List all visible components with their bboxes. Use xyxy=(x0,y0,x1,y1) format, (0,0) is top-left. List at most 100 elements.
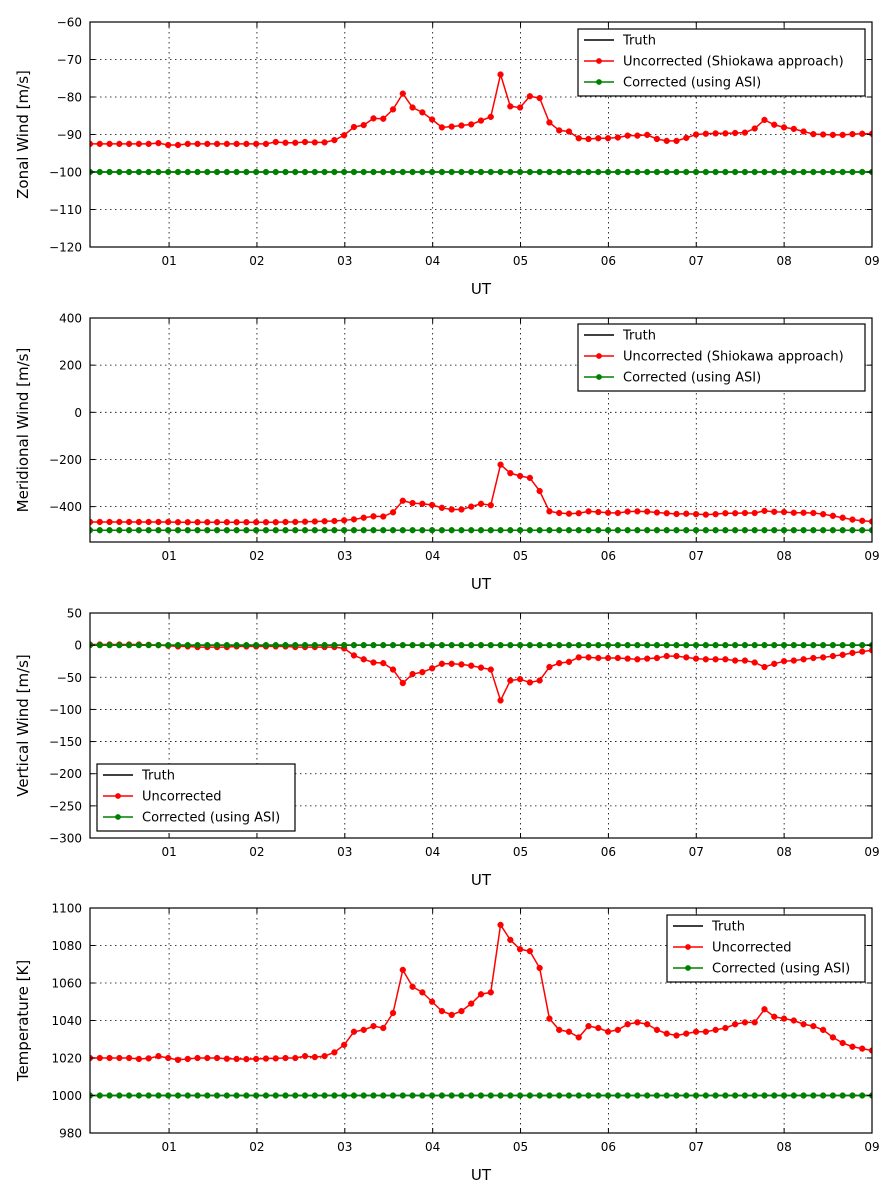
data-point xyxy=(204,519,211,526)
data-point xyxy=(360,641,367,649)
data-point xyxy=(165,641,172,649)
data-point xyxy=(90,527,94,534)
y-tick-label: 980 xyxy=(59,1127,82,1141)
data-point xyxy=(184,140,191,148)
x-tick-label: 04 xyxy=(425,845,440,859)
legend-frame xyxy=(577,323,866,392)
data-point xyxy=(585,168,592,176)
data-point xyxy=(438,641,446,649)
data-point xyxy=(751,168,758,176)
data-point xyxy=(380,1024,387,1032)
data-point xyxy=(370,513,377,520)
data-point xyxy=(116,1054,123,1062)
data-point xyxy=(184,519,191,526)
data-point xyxy=(419,109,426,116)
data-point xyxy=(761,641,768,649)
data-point xyxy=(585,135,592,143)
data-point xyxy=(692,527,700,534)
data-point xyxy=(350,641,358,649)
data-point xyxy=(399,641,406,649)
data-point xyxy=(644,131,651,139)
legend-marker xyxy=(596,353,602,359)
series-uncorrected-shiokawa-approach- xyxy=(90,461,872,526)
data-point xyxy=(780,508,788,516)
x-tick-label: 04 xyxy=(425,254,440,268)
data-point xyxy=(702,1028,709,1035)
data-point xyxy=(419,668,426,676)
data-point xyxy=(761,168,768,176)
data-point xyxy=(282,1054,289,1062)
data-point xyxy=(262,641,270,649)
data-point xyxy=(722,168,729,176)
data-point xyxy=(174,1056,182,1064)
data-point xyxy=(311,168,318,176)
data-point xyxy=(800,128,807,135)
data-point xyxy=(487,1092,494,1099)
data-point xyxy=(341,517,348,524)
data-point xyxy=(741,1092,749,1099)
data-point xyxy=(438,504,446,511)
data-point xyxy=(810,641,817,649)
data-point xyxy=(771,508,778,515)
data-point xyxy=(829,168,837,176)
data-point xyxy=(272,641,279,649)
data-point xyxy=(350,516,358,523)
data-point xyxy=(624,168,631,176)
data-point xyxy=(644,168,651,176)
x-tick-label: 03 xyxy=(337,845,352,859)
data-point xyxy=(565,658,573,666)
data-point xyxy=(722,656,729,663)
data-point xyxy=(556,659,563,667)
data-point xyxy=(135,518,143,526)
data-point xyxy=(712,1026,719,1034)
data-point xyxy=(194,1054,201,1062)
data-point xyxy=(448,506,455,513)
data-point xyxy=(292,527,299,534)
data-point xyxy=(604,1092,612,1099)
x-tick-label: 09 xyxy=(864,1140,879,1154)
data-point xyxy=(614,134,621,141)
data-point xyxy=(644,1092,651,1099)
data-point xyxy=(419,500,426,507)
data-point xyxy=(350,1092,358,1099)
legend-marker xyxy=(685,965,691,971)
data-point xyxy=(663,652,670,660)
data-point xyxy=(341,132,348,139)
y-tick-label: 200 xyxy=(59,359,82,373)
data-point xyxy=(116,1092,123,1099)
data-point xyxy=(341,168,348,176)
data-point xyxy=(409,670,416,678)
data-point xyxy=(96,527,103,534)
data-point xyxy=(829,1034,837,1041)
data-point xyxy=(233,140,240,148)
data-point xyxy=(595,168,602,176)
data-point xyxy=(771,527,778,534)
data-point xyxy=(292,518,299,526)
data-point xyxy=(389,1092,397,1099)
data-point xyxy=(692,131,700,138)
data-point xyxy=(223,641,231,649)
data-point xyxy=(497,168,504,176)
x-axis-label: UT xyxy=(471,871,492,889)
data-point xyxy=(223,527,231,534)
data-point xyxy=(116,518,123,526)
data-point xyxy=(780,658,788,665)
data-point xyxy=(331,1049,338,1056)
data-point xyxy=(849,1092,856,1099)
data-point xyxy=(859,517,866,524)
data-point xyxy=(565,1028,573,1035)
legend: Truth Uncorrected Corrected (using ASI) xyxy=(96,763,296,832)
data-point xyxy=(223,140,231,148)
data-point xyxy=(536,94,543,102)
legend-entry: Truth xyxy=(622,34,656,49)
data-point xyxy=(116,641,123,649)
data-point xyxy=(487,641,494,649)
data-point xyxy=(741,641,749,649)
data-point xyxy=(233,641,240,649)
data-point xyxy=(790,1092,797,1099)
data-point xyxy=(145,1055,152,1062)
data-point xyxy=(585,654,592,661)
data-point xyxy=(253,641,260,649)
x-tick-label: 09 xyxy=(864,254,879,268)
data-point xyxy=(419,989,426,996)
